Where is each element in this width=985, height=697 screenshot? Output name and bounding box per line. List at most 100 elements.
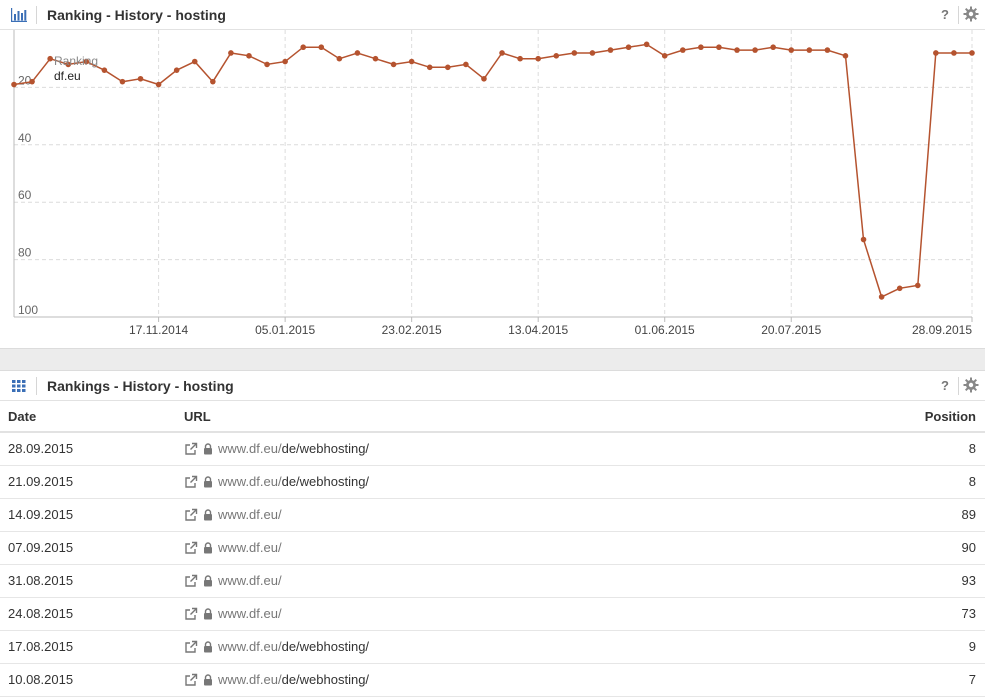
row-date: 24.08.2015 bbox=[0, 597, 176, 631]
data-point bbox=[589, 50, 596, 56]
data-point bbox=[933, 50, 939, 56]
x-tick-label: 20.07.2015 bbox=[761, 323, 821, 337]
chart-help-button[interactable]: ? bbox=[941, 7, 949, 22]
table-row: 17.08.2015 www.df.eu/de/webhosting/9 bbox=[0, 630, 985, 664]
row-url-link[interactable]: www.df.eu/de/webhosting/ bbox=[218, 639, 369, 654]
data-point bbox=[951, 50, 957, 56]
row-url-cell: www.df.eu/ bbox=[176, 564, 780, 598]
external-link-icon[interactable] bbox=[184, 508, 198, 522]
row-position: 7 bbox=[779, 663, 985, 697]
data-point bbox=[625, 44, 632, 51]
data-point bbox=[896, 285, 903, 292]
url-host: www.df.eu/ bbox=[218, 441, 282, 457]
data-point bbox=[806, 47, 813, 53]
x-tick-label: 01.06.2015 bbox=[635, 323, 695, 337]
data-point bbox=[445, 64, 451, 71]
x-tick-label: 13.04.2015 bbox=[508, 323, 568, 337]
row-date: 07.09.2015 bbox=[0, 531, 176, 565]
data-point bbox=[354, 50, 361, 56]
external-link-icon[interactable] bbox=[184, 607, 198, 621]
row-url-link[interactable]: www.df.eu/de/webhosting/ bbox=[218, 672, 369, 687]
row-position: 8 bbox=[779, 465, 985, 499]
x-tick-label: 05.01.2015 bbox=[255, 323, 315, 337]
data-point bbox=[11, 81, 17, 88]
url-cell-wrap: www.df.eu/ bbox=[184, 540, 772, 555]
data-point bbox=[571, 50, 578, 56]
row-url-link[interactable]: www.df.eu/ bbox=[218, 507, 282, 522]
external-link-icon[interactable] bbox=[184, 673, 198, 687]
data-point bbox=[535, 55, 541, 62]
url-host: www.df.eu/ bbox=[218, 639, 282, 654]
column-header-date[interactable]: Date bbox=[0, 401, 176, 433]
gear-icon[interactable] bbox=[963, 377, 979, 393]
column-header-position[interactable]: Position bbox=[779, 401, 985, 433]
data-point bbox=[716, 44, 722, 51]
data-point bbox=[698, 44, 704, 51]
data-point bbox=[752, 47, 758, 53]
external-link-icon[interactable] bbox=[184, 475, 198, 489]
data-point bbox=[860, 236, 867, 243]
data-point bbox=[607, 47, 614, 53]
y-axis-label: Ranking bbox=[54, 54, 98, 68]
data-point bbox=[408, 58, 415, 65]
external-link-icon[interactable] bbox=[184, 442, 198, 456]
lock-icon bbox=[204, 443, 212, 455]
url-path: de/webhosting/ bbox=[281, 474, 370, 489]
url-host: www.df.eu/ bbox=[218, 606, 282, 621]
x-tick-label: 28.09.2015 bbox=[912, 323, 972, 337]
url-cell-wrap: www.df.eu/ bbox=[184, 573, 772, 588]
external-link-icon[interactable] bbox=[184, 574, 198, 588]
row-date: 31.08.2015 bbox=[0, 564, 176, 598]
external-link-icon[interactable] bbox=[184, 541, 198, 555]
row-url-cell: www.df.eu/de/webhosting/ bbox=[176, 630, 780, 664]
url-host: www.df.eu/ bbox=[218, 672, 282, 687]
legend-series-name: df.eu bbox=[54, 69, 81, 83]
chart-panel-title: Ranking - History - hosting bbox=[47, 7, 226, 23]
row-position: 93 bbox=[779, 564, 985, 598]
table-help-button[interactable]: ? bbox=[941, 378, 949, 393]
series-line bbox=[13, 43, 972, 298]
url-cell-wrap: www.df.eu/ bbox=[184, 507, 772, 522]
x-tick-label: 23.02.2015 bbox=[382, 323, 442, 337]
row-url-cell: www.df.eu/ bbox=[176, 531, 780, 565]
url-cell-wrap: www.df.eu/de/webhosting/ bbox=[184, 441, 772, 456]
header-divider bbox=[36, 377, 37, 395]
data-point bbox=[47, 55, 53, 62]
row-date: 14.09.2015 bbox=[0, 498, 176, 532]
data-point bbox=[770, 44, 776, 51]
row-url-link[interactable]: www.df.eu/de/webhosting/ bbox=[218, 474, 369, 489]
row-url-link[interactable]: www.df.eu/ bbox=[218, 573, 282, 588]
url-path: de/webhosting/ bbox=[281, 672, 370, 687]
row-date: 21.09.2015 bbox=[0, 465, 176, 499]
row-url-cell: www.df.eu/ bbox=[176, 498, 780, 532]
column-header-url[interactable]: URL bbox=[176, 401, 780, 433]
row-url-link[interactable]: www.df.eu/ bbox=[218, 540, 282, 555]
gear-icon[interactable] bbox=[963, 6, 979, 22]
external-link-icon[interactable] bbox=[184, 640, 198, 654]
data-point bbox=[65, 61, 72, 68]
data-point bbox=[824, 47, 831, 53]
row-url-link[interactable]: www.df.eu/ bbox=[218, 606, 282, 621]
data-point bbox=[210, 78, 216, 85]
data-point bbox=[29, 78, 35, 85]
data-point bbox=[155, 81, 162, 88]
data-point bbox=[878, 294, 885, 300]
url-cell-wrap: www.df.eu/ bbox=[184, 606, 772, 621]
row-url-link[interactable]: www.df.eu/de/webhosting/ bbox=[218, 441, 369, 456]
row-url-cell: www.df.eu/de/webhosting/ bbox=[176, 663, 780, 697]
table-row: 31.08.2015 www.df.eu/93 bbox=[0, 564, 985, 598]
y-tick-label: 80 bbox=[18, 246, 32, 260]
y-tick-label: 60 bbox=[18, 188, 32, 202]
rankings-history-table-panel: Rankings - History - hosting ? Date URL bbox=[0, 371, 985, 697]
data-point bbox=[318, 44, 325, 51]
table-row: 07.09.2015 www.df.eu/90 bbox=[0, 531, 985, 565]
y-tick-label: 100 bbox=[18, 303, 38, 317]
table-row: 28.09.2015 www.df.eu/de/webhosting/8 bbox=[0, 432, 985, 466]
url-host: www.df.eu/ bbox=[218, 573, 282, 588]
lock-icon bbox=[204, 673, 212, 685]
lock-icon bbox=[204, 574, 212, 586]
lock-icon bbox=[204, 640, 212, 652]
url-cell-wrap: www.df.eu/de/webhosting/ bbox=[184, 672, 772, 687]
